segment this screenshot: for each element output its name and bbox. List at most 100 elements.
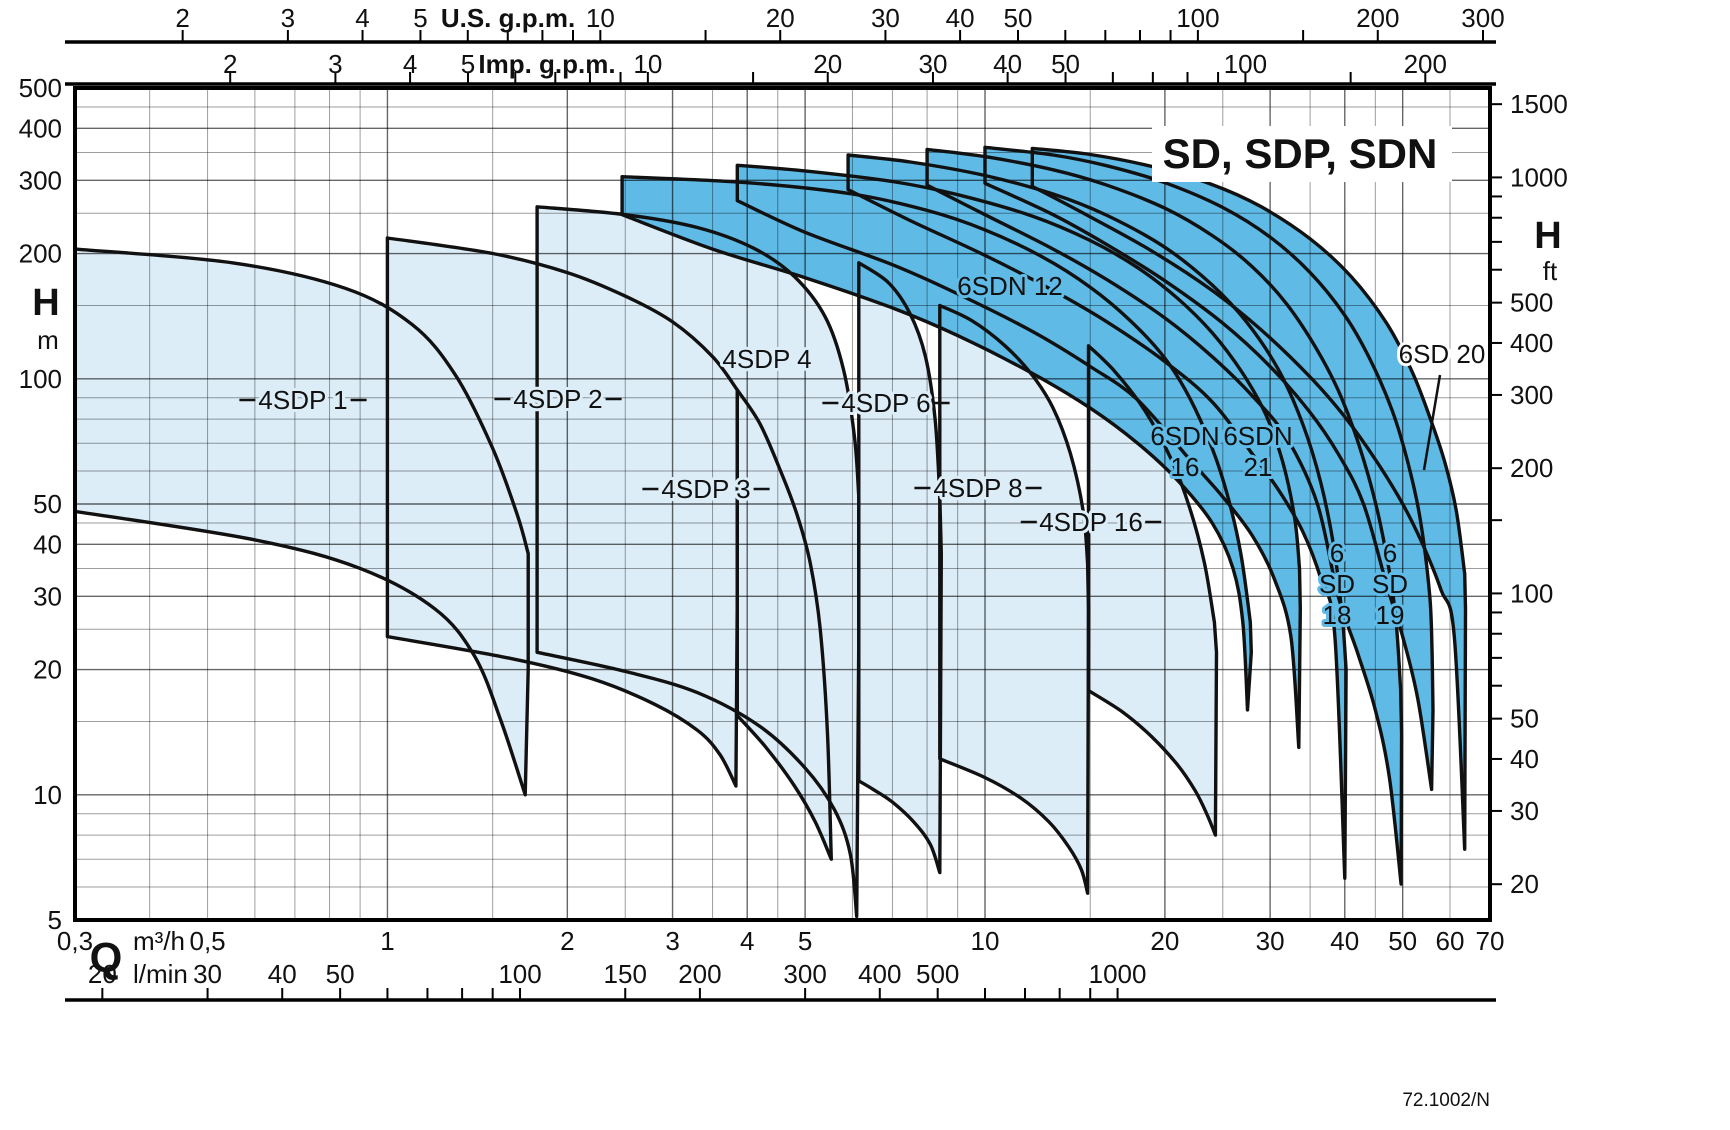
tick-h-m-200: 200 [19,239,62,269]
tick-q-m3h-50: 50 [1388,926,1417,956]
axis-title-q: Q [90,934,123,981]
axis-h-ft: 1500 1000 500 400 300 200 100 50 40 30 20 Hft [1490,89,1568,899]
tick-imp-gpm-20: 20 [813,49,842,79]
title-backdrop [1152,126,1452,182]
pump-label-text-6sd-18-1: SD [1319,569,1355,599]
tick-q-lmin-50: 50 [326,959,355,989]
envelope-outline-6sd-20 [1030,146,1468,851]
envelope-outline-4sdp-1 [75,247,530,797]
chart-title: SD, SDP, SDN [1163,130,1438,177]
tick-h-m-10: 10 [33,780,62,810]
envelope-fill-4sdp-6 [858,262,942,873]
tick-h-m-40: 40 [33,529,62,559]
pump-label-text-6sdn-21-0: 6SDN [1223,421,1292,451]
envelope-fill-4sdp-3 [737,390,832,860]
pump-label-text-6sdn-16-1: 16 [1171,452,1200,482]
tick-h-ft-1000: 1000 [1510,162,1568,192]
tick-q-m3h-1: 1 [380,926,394,956]
tick-imp-gpm-3: 3 [328,49,342,79]
pump-label-text-6sd-18-2: 18 [1323,600,1352,630]
pump-label-4sdp-4: 4SDP 4 [719,341,814,377]
axis-unit-lmin: l/min [133,959,188,989]
tick-imp-gpm-10: 10 [633,49,662,79]
axis-title-h-right: H [1534,215,1561,257]
pump-label-text-6sdn-12-0: 6SDN 12 [957,271,1063,301]
envelope-fills [75,147,1466,917]
tick-h-m-100: 100 [19,364,62,394]
tick-h-ft-100: 100 [1510,578,1553,608]
tick-h-ft-300: 300 [1510,380,1553,410]
tick-q-m3h-0,5: 0,5 [189,926,225,956]
envelope-outlines [75,145,1468,919]
tick-q-lmin-300: 300 [783,959,826,989]
tick-imp-gpm-40: 40 [993,49,1022,79]
tick-us-gpm-10: 10 [586,3,615,33]
tick-q-m3h-0,3: 0,3 [57,926,93,956]
envelope-outline-6sdn-21 [846,153,1348,880]
tick-us-gpm-300: 300 [1461,3,1504,33]
pump-label-4sdp-3: 4SDP 3 [642,471,770,507]
tick-q-lmin-150: 150 [604,959,647,989]
axis-unit-imp-gpm: Imp. g.p.m. [478,49,615,79]
pump-label-text-6sd-19-1: SD [1372,569,1408,599]
tick-q-m3h-2: 2 [560,926,574,956]
tick-h-m-300: 300 [19,165,62,195]
tick-q-lmin-400: 400 [858,959,901,989]
tick-us-gpm-2: 2 [175,3,189,33]
tick-imp-gpm-50: 50 [1051,49,1080,79]
tick-h-m-20: 20 [33,655,62,685]
tick-h-ft-1500: 1500 [1510,89,1568,119]
tick-imp-gpm-30: 30 [919,49,948,79]
axis-unit-us-gpm: U.S. g.p.m. [441,3,575,33]
tick-q-m3h-70: 70 [1476,926,1505,956]
tick-q-m3h-60: 60 [1436,926,1465,956]
envelope-fill-4sdp-16 [1088,345,1217,836]
tick-q-lmin-100: 100 [498,959,541,989]
envelope-outline-4sdp-3 [735,388,833,861]
leader-6sd-20 [1422,374,1442,471]
tick-imp-gpm-200: 200 [1404,49,1447,79]
drawing-number: 72.1002/N [1402,1090,1490,1111]
envelope-outline-6sdn-16 [735,163,1302,750]
tick-q-m3h-30: 30 [1256,926,1285,956]
tick-q-m3h-40: 40 [1330,926,1359,956]
envelope-fill-6sd-20 [1032,148,1466,850]
tick-q-m3h-20: 20 [1150,926,1179,956]
pump-label-text-4sdp-4-0: 4SDP 4 [722,344,811,374]
plot-frame [73,86,1492,922]
tick-us-gpm-200: 200 [1356,3,1399,33]
tick-h-ft-20: 20 [1510,869,1539,899]
tick-q-m3h-5: 5 [798,926,812,956]
pump-label-text-4sdp-1-0: 4SDP 1 [258,385,347,415]
tick-us-gpm-5: 5 [413,3,427,33]
tick-imp-gpm-4: 4 [403,49,417,79]
axis-title-h-left: H [32,282,59,324]
tick-h-ft-400: 400 [1510,328,1553,358]
tick-us-gpm-100: 100 [1176,3,1219,33]
axis-us-gpm: 2 3 4 5 10 20 30 40 50 100 200 300 U.S. g.p.m. [65,3,1505,44]
pump-label-text-4sdp-3-0: 4SDP 3 [661,474,750,504]
tick-q-m3h-10: 10 [971,926,1000,956]
tick-q-lmin-40: 40 [268,959,297,989]
pump-label-text-6sd-20-0: 6SD 20 [1399,339,1486,369]
tick-q-lmin-200: 200 [678,959,721,989]
pump-label-text-6sdn-21-1: 21 [1244,452,1273,482]
pump-label-6sd-20: 6SD 20 [1396,336,1489,372]
pump-label-text-6sd-19-0: 6 [1383,538,1397,568]
pump-label-text-4sdp-16-0: 4SDP 16 [1039,507,1143,537]
tick-imp-gpm-100: 100 [1224,49,1267,79]
axis-q: 0,30,51234510203040506070510203040501001… [57,926,1505,1002]
pump-label-text-4sdp-6-0: 4SDP 6 [841,388,930,418]
tick-us-gpm-4: 4 [355,3,369,33]
tick-imp-gpm-5: 5 [461,49,475,79]
pump-label-4sdp-16: 4SDP 16 [1020,504,1162,540]
tick-h-m-5: 5 [48,905,62,935]
pump-label-text-6sd-18-0: 6 [1330,538,1344,568]
tick-h-m-500: 500 [19,73,62,103]
envelope-outline-6sd-18 [925,147,1404,886]
pump-label-6sdn-12: 6SDN 12 [954,268,1066,304]
tick-h-ft-200: 200 [1510,453,1553,483]
tick-us-gpm-30: 30 [871,3,900,33]
